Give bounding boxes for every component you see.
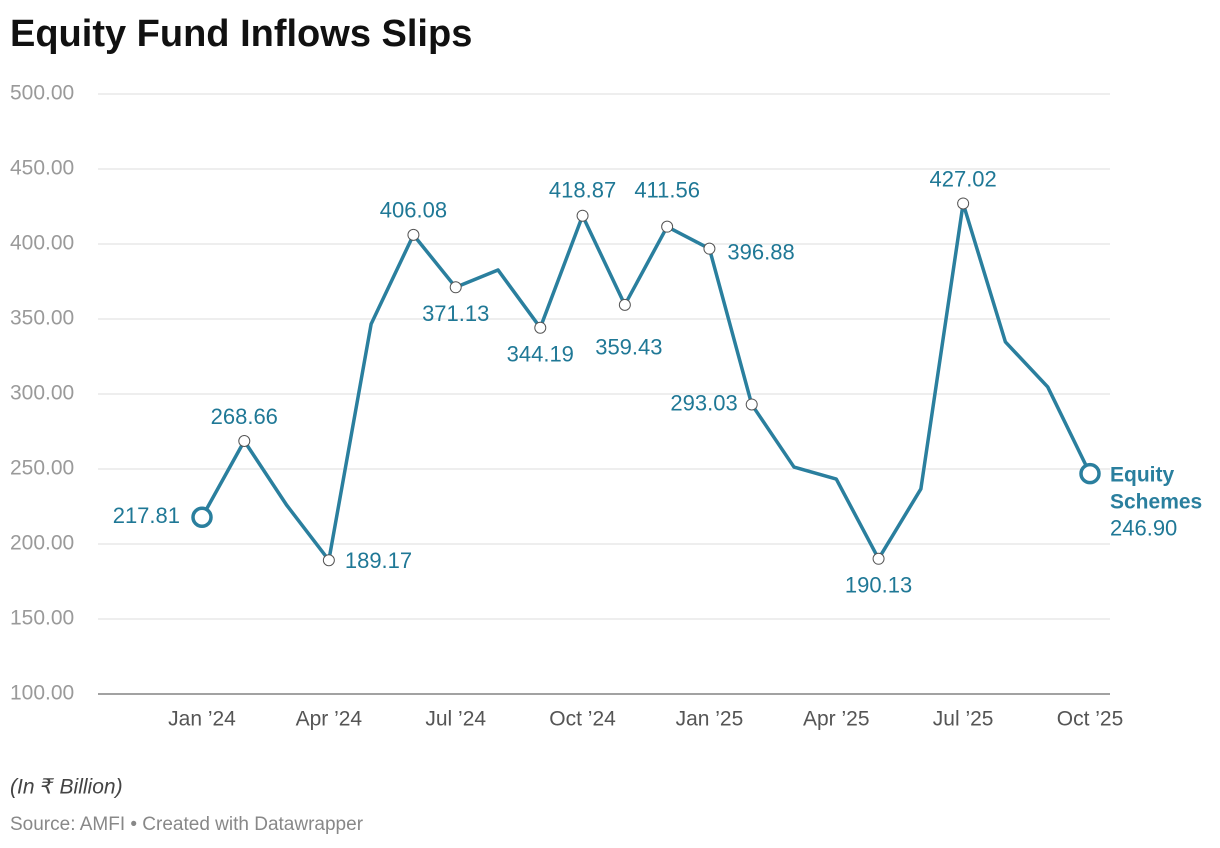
y-tick-label: 100.00 [10,682,74,705]
data-label: 411.56 [634,177,700,202]
y-tick-label: 150.00 [10,607,74,630]
point-marker [534,321,547,334]
data-label: 371.13 [422,301,489,326]
point-marker [191,506,213,529]
point-marker [745,398,758,411]
x-tick-label: Jan ’25 [676,708,744,731]
y-tick-label: 450.00 [10,157,74,180]
x-tick-label: Jan ’24 [168,708,236,731]
point-marker [872,552,885,565]
point-marker [957,197,970,210]
point-marker [238,435,251,448]
x-tick-label: Oct ’24 [549,708,616,731]
y-tick-label: 300.00 [10,382,74,405]
x-tick-label: Oct ’25 [1057,708,1124,731]
data-label: 293.03 [670,390,737,415]
data-label: 344.19 [507,342,574,367]
y-tick-label: 400.00 [10,232,74,255]
data-label: 268.66 [211,404,278,429]
data-label: 359.43 [595,335,662,360]
point-marker [1079,462,1101,485]
y-tick-label: 200.00 [10,532,74,555]
x-tick-label: Apr ’25 [803,708,870,731]
point-marker [407,228,420,241]
point-marker [618,298,631,311]
y-tick-label: 350.00 [10,307,74,330]
source: Source: AMFI • Created with Datawrapper [10,814,364,835]
point-marker [322,554,335,567]
point-marker [576,209,589,222]
y-tick-label: 500.00 [10,82,74,105]
chart-title: Equity Fund Inflows Slips [10,13,472,55]
data-label: 217.81 [113,503,180,528]
data-label: 396.88 [727,239,794,264]
point-marker [661,220,674,233]
data-label: 246.90 [1110,515,1177,540]
data-label: 427.02 [929,166,996,191]
legend-label: Equity Schemes [1110,463,1202,513]
data-label: 406.08 [380,198,447,223]
y-tick-label: 250.00 [10,457,74,480]
data-label: 190.13 [845,573,912,598]
unit-note: (In ₹ Billion) [10,776,123,799]
point-marker [449,281,462,294]
data-label: 418.87 [549,178,616,203]
point-marker [703,242,716,255]
x-tick-label: Jul ’25 [933,708,994,731]
x-tick-label: Jul ’24 [425,708,486,731]
data-label: 189.17 [345,548,412,573]
line [200,201,1092,562]
x-tick-label: Apr ’24 [296,708,363,731]
